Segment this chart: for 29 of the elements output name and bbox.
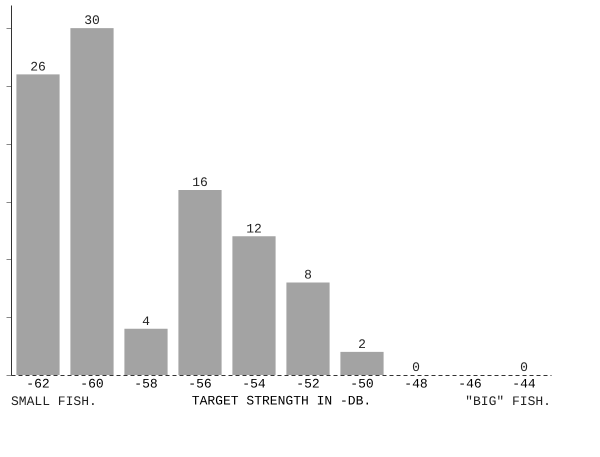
data-label: 26	[30, 59, 46, 74]
bar	[16, 74, 60, 375]
x-tick-label: -44	[512, 376, 536, 392]
data-label: 16	[192, 175, 208, 190]
bar	[286, 282, 330, 375]
x-axis-title: TARGET STRENGTH IN -DB.	[192, 394, 372, 408]
x-tick-label: -46	[458, 376, 482, 392]
x-tick-label: -50	[350, 376, 374, 392]
data-label: 0	[412, 360, 420, 375]
data-label: 0	[520, 360, 528, 375]
x-tick-label: -54	[242, 376, 266, 392]
data-label: 2	[358, 336, 366, 352]
text: SMALL FISH.	[11, 394, 97, 409]
bar	[178, 190, 222, 375]
bar	[70, 28, 114, 375]
bar	[124, 328, 168, 375]
x-tick-label: -52	[296, 376, 320, 392]
bar	[340, 352, 384, 375]
x-tick-label: -62	[26, 376, 50, 392]
x-tick-label: -56	[188, 376, 212, 392]
x-tick-label: -60	[80, 376, 104, 392]
data-label: 30	[84, 13, 100, 28]
data-label: 8	[304, 268, 312, 282]
x-tick-label: -58	[134, 376, 158, 392]
data-label: 4	[142, 314, 150, 329]
bar	[232, 236, 276, 375]
x-tick-label: -48	[404, 376, 428, 392]
data-label: 12	[246, 221, 262, 236]
text: "BIG" FISH.	[465, 394, 551, 409]
